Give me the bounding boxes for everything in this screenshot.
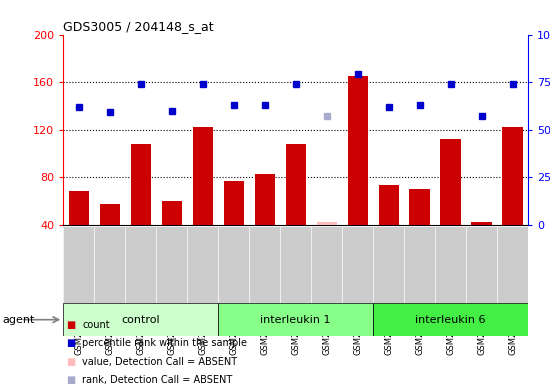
Bar xyxy=(255,174,274,225)
Bar xyxy=(378,185,399,225)
Bar xyxy=(373,303,528,336)
Text: ■: ■ xyxy=(66,357,75,367)
Text: interleukin 1: interleukin 1 xyxy=(260,314,331,325)
Bar xyxy=(131,144,151,225)
Text: agent: agent xyxy=(3,314,35,325)
Bar xyxy=(441,139,460,225)
Bar xyxy=(285,144,306,225)
Bar xyxy=(69,191,89,225)
Text: ■: ■ xyxy=(66,375,75,384)
Text: interleukin 6: interleukin 6 xyxy=(415,314,486,325)
Bar xyxy=(348,76,367,225)
Text: ■: ■ xyxy=(66,338,75,348)
Bar xyxy=(317,222,337,225)
Bar xyxy=(503,127,522,225)
Text: ■: ■ xyxy=(66,320,75,330)
Text: GDS3005 / 204148_s_at: GDS3005 / 204148_s_at xyxy=(63,20,214,33)
Bar xyxy=(471,222,492,225)
Bar xyxy=(218,303,373,336)
Bar xyxy=(100,204,120,225)
Text: count: count xyxy=(82,320,110,330)
Text: control: control xyxy=(122,314,160,325)
Text: percentile rank within the sample: percentile rank within the sample xyxy=(82,338,248,348)
Bar xyxy=(162,201,182,225)
Bar xyxy=(410,189,430,225)
Text: value, Detection Call = ABSENT: value, Detection Call = ABSENT xyxy=(82,357,238,367)
Bar xyxy=(224,181,244,225)
Text: rank, Detection Call = ABSENT: rank, Detection Call = ABSENT xyxy=(82,375,233,384)
Bar xyxy=(63,303,218,336)
Bar xyxy=(192,127,213,225)
